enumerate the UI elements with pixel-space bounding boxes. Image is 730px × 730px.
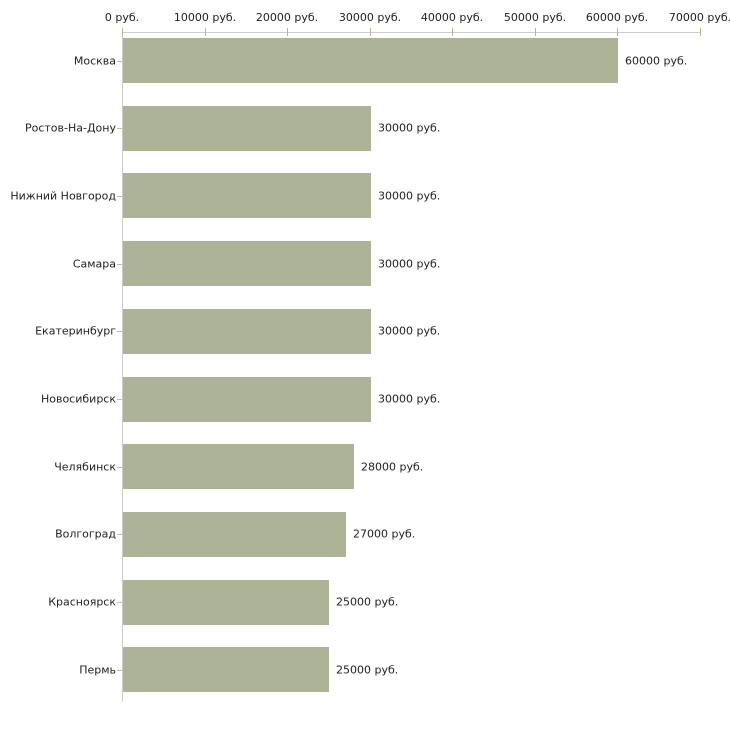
value-label: 25000 руб.: [336, 595, 399, 609]
category-tick: [117, 128, 122, 129]
bar: [123, 309, 371, 354]
bar: [123, 444, 354, 489]
value-label: 30000 руб.: [378, 121, 441, 135]
x-axis-tick-label: 20000 руб.: [255, 11, 319, 24]
x-axis-tick: [370, 28, 371, 36]
category-label: Ростов-На-Дону: [24, 121, 116, 135]
category-tick: [117, 534, 122, 535]
category-label: Екатеринбург: [35, 324, 116, 338]
bar: [123, 241, 371, 286]
bar: [123, 106, 371, 151]
category-tick: [117, 196, 122, 197]
x-axis-tick-label: 30000 руб.: [338, 11, 402, 24]
category-tick: [117, 264, 122, 265]
value-label: 30000 руб.: [378, 392, 441, 406]
bar: [123, 377, 371, 422]
category-label: Красноярск: [48, 595, 116, 609]
x-axis-tick: [122, 28, 123, 36]
x-axis-tick: [535, 28, 536, 36]
bar: [123, 647, 329, 692]
y-axis-line: [122, 32, 123, 702]
x-axis-tick: [287, 28, 288, 36]
category-label: Пермь: [79, 663, 116, 677]
value-label: 30000 руб.: [378, 324, 441, 338]
value-label: 30000 руб.: [378, 257, 441, 271]
category-tick: [117, 399, 122, 400]
value-label: 60000 руб.: [625, 54, 688, 68]
value-label: 28000 руб.: [361, 460, 424, 474]
x-axis-tick-label: 50000 руб.: [503, 11, 567, 24]
bar: [123, 580, 329, 625]
category-label: Москва: [73, 54, 116, 68]
category-label: Новосибирск: [40, 392, 116, 406]
category-tick: [117, 331, 122, 332]
x-axis-tick-label: 60000 руб.: [585, 11, 649, 24]
category-label: Челябинск: [54, 460, 116, 474]
category-tick: [117, 467, 122, 468]
x-axis-line: [122, 32, 701, 33]
category-tick: [117, 602, 122, 603]
value-label: 25000 руб.: [336, 663, 399, 677]
x-axis-tick-label: 0 руб.: [104, 11, 140, 24]
x-axis-tick-label: 70000 руб.: [668, 11, 730, 24]
category-label: Нижний Новгород: [10, 189, 116, 203]
category-tick: [117, 61, 122, 62]
category-label: Самара: [72, 257, 116, 271]
bar: [123, 38, 618, 83]
x-axis-tick: [452, 28, 453, 36]
x-axis-tick: [205, 28, 206, 36]
category-tick: [117, 670, 122, 671]
bar: [123, 512, 346, 557]
category-label: Волгоград: [55, 527, 116, 541]
value-label: 27000 руб.: [353, 527, 416, 541]
x-axis-tick: [617, 28, 618, 36]
x-axis-tick: [700, 28, 701, 36]
bar: [123, 173, 371, 218]
x-axis-tick-label: 10000 руб.: [173, 11, 237, 24]
value-label: 30000 руб.: [378, 189, 441, 203]
x-axis-tick-label: 40000 руб.: [420, 11, 484, 24]
